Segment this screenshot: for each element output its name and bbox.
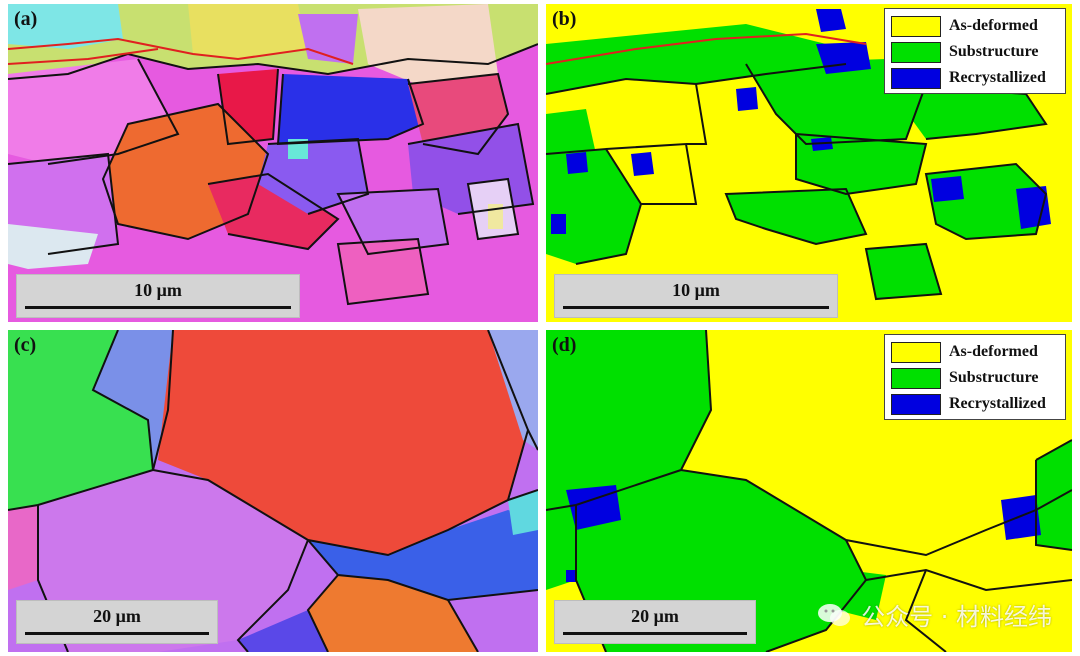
panel-b-legend: As-deformed Substructure Recrystallized [884,8,1066,94]
watermark-text: 公众号 · 材料经纬 [861,603,1052,631]
legend-item-as-deformed: As-deformed [891,339,1059,365]
legend-label: Recrystallized [949,395,1046,412]
watermark: 公众号 · 材料经纬 [817,597,1052,632]
panel-a-ipf-map: (a) 10 μm [8,4,538,322]
panel-d-label: (d) [552,334,577,356]
panel-d-scale-bar: 20 μm [554,600,756,644]
legend-swatch-as-deformed [891,15,941,37]
legend-label: Recrystallized [949,69,1046,86]
legend-swatch-recrystallized [891,393,941,415]
legend-label: As-deformed [949,17,1038,34]
panel-a-scale-line [25,306,291,309]
panel-b-scale-line [563,306,829,309]
legend-item-substructure: Substructure [891,39,1059,65]
panel-b-scale-text: 10 μm [672,280,720,300]
panel-b-recrystallization-map: (b) As-deformed Substructure Recrystalli… [546,4,1072,322]
legend-label: Substructure [949,43,1039,60]
legend-item-as-deformed: As-deformed [891,13,1059,39]
panel-c-scale-bar: 20 μm [16,600,218,644]
panel-a-scale-bar: 10 μm [16,274,300,318]
legend-label: As-deformed [949,343,1038,360]
panel-a-scale-text: 10 μm [134,280,182,300]
legend-swatch-substructure [891,41,941,63]
panel-d-legend: As-deformed Substructure Recrystallized [884,334,1066,420]
legend-item-substructure: Substructure [891,365,1059,391]
legend-swatch-substructure [891,367,941,389]
panel-a-map-image [8,4,538,322]
legend-label: Substructure [949,369,1039,386]
panel-c-scale-line [25,632,209,635]
wechat-icon [818,603,851,626]
panel-c-map-image [8,330,538,652]
panel-c-ipf-map: (c) 20 μm [8,330,538,652]
panel-d-recrystallization-map: (d) As-deformed Substructure Recrystalli… [546,330,1072,652]
legend-item-recrystallized: Recrystallized [891,65,1059,91]
panel-b-label: (b) [552,8,577,30]
panel-d-scale-text: 20 μm [631,606,679,626]
legend-swatch-as-deformed [891,341,941,363]
legend-item-recrystallized: Recrystallized [891,391,1059,417]
panel-c-scale-text: 20 μm [93,606,141,626]
panel-a-label: (a) [14,8,38,30]
legend-swatch-recrystallized [891,67,941,89]
panel-d-scale-line [563,632,747,635]
panel-b-scale-bar: 10 μm [554,274,838,318]
panel-c-label: (c) [14,334,37,356]
